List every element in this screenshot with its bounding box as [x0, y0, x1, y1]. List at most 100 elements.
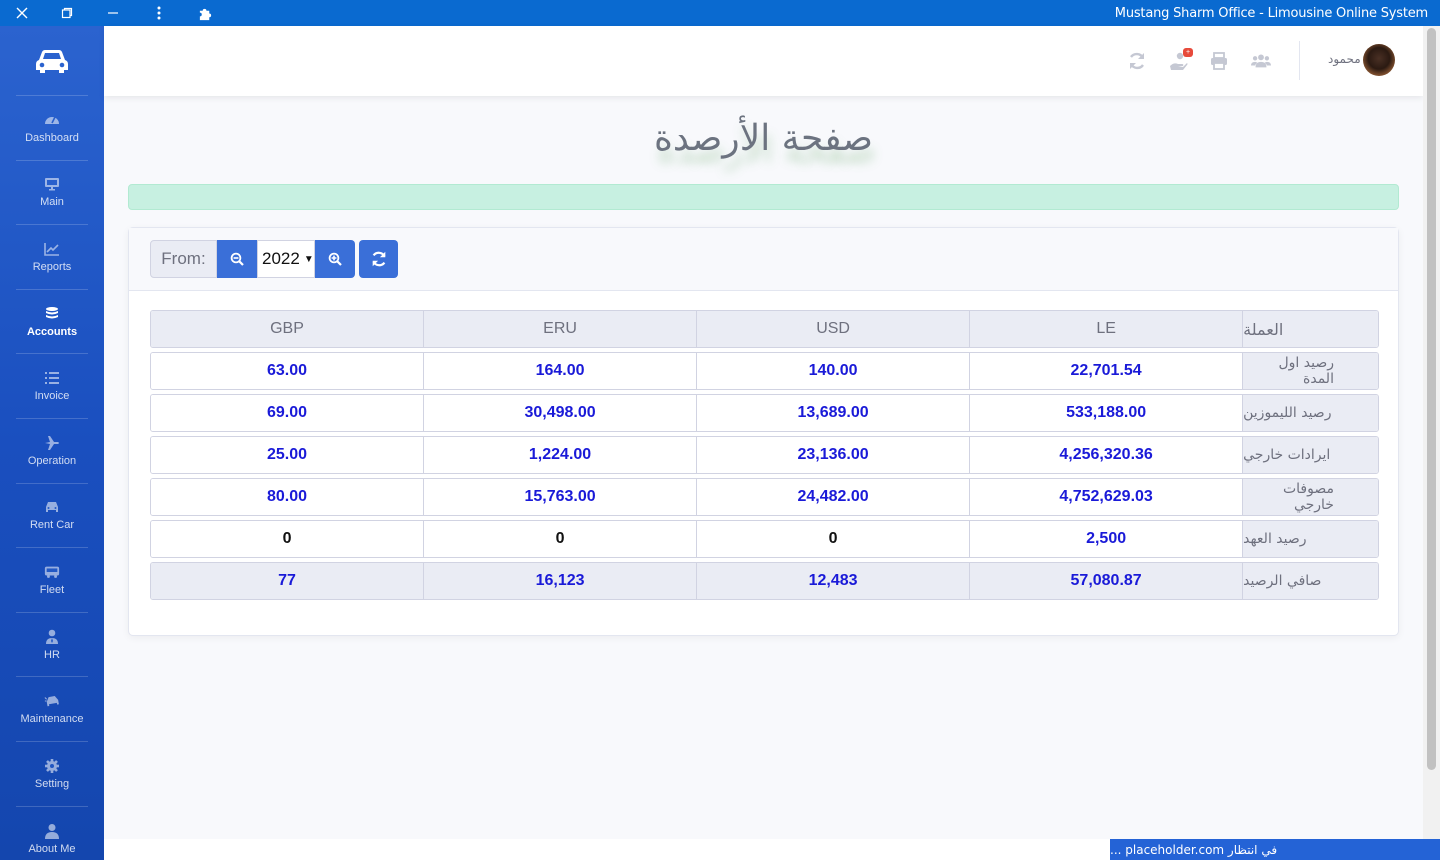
column-header: العملة: [1243, 311, 1378, 347]
sidebar-item-dashboard[interactable]: Dashboard: [16, 96, 88, 161]
sidebar-item-label: Rent Car: [29, 519, 75, 532]
table-cell-le: 533,188.00: [970, 395, 1244, 431]
sidebar-item-setting[interactable]: Setting: [16, 742, 88, 807]
table-row: 63.00 164.00 140.00 22,701.54 رصيد اول ا…: [150, 352, 1379, 390]
table-cell-eru: 30,498.00: [424, 395, 698, 431]
user-icon: [45, 823, 59, 839]
sidebar-item-operation[interactable]: Operation: [16, 419, 88, 484]
sidebar-item-label: Operation: [27, 454, 77, 467]
tachometer-icon: [45, 116, 59, 124]
row-label: صافي الرصيد: [1243, 563, 1378, 599]
kebab-menu-icon[interactable]: [136, 0, 182, 26]
scrollbar-thumb[interactable]: [1427, 28, 1436, 770]
table-cell-usd: 12,483: [697, 563, 971, 599]
users-group-icon[interactable]: [1251, 51, 1271, 71]
table-cell-usd: 0: [697, 521, 971, 557]
chart-line-icon: [44, 242, 59, 256]
minimize-icon[interactable]: [90, 0, 136, 26]
sidebar-item-about-me[interactable]: About Me: [16, 807, 88, 860]
sidebar-item-rent-car[interactable]: Rent Car: [16, 484, 88, 549]
column-header: LE: [970, 311, 1244, 347]
balances-card: From: 2022 ▼ GBP ERU USD LE العملة 63.00…: [128, 227, 1399, 636]
table-cell-le: 22,701.54: [970, 353, 1244, 389]
sidebar-item-label: HR: [44, 648, 60, 661]
chevron-down-icon: ▼: [303, 253, 314, 265]
sidebar-item-label: Setting: [34, 777, 70, 790]
sidebar-item-fleet[interactable]: Fleet: [16, 548, 88, 613]
table-cell-eru: 0: [424, 521, 698, 557]
sidebar-item-reports[interactable]: Reports: [16, 225, 88, 290]
sidebar-item-label: Fleet: [39, 583, 65, 596]
card-header: From: 2022 ▼: [129, 228, 1398, 291]
sidebar-item-main[interactable]: Main: [16, 161, 88, 226]
desktop-icon: [45, 178, 59, 191]
print-icon[interactable]: [1209, 51, 1229, 71]
from-label: From:: [150, 240, 217, 278]
column-header: GBP: [151, 311, 425, 347]
vertical-scrollbar[interactable]: [1423, 26, 1440, 839]
alert-bar: [128, 184, 1399, 210]
sidebar-item-hr[interactable]: HR: [16, 613, 88, 678]
sidebar-item-label: Main: [40, 196, 64, 209]
cog-icon: [45, 758, 59, 773]
year-select[interactable]: 2022 ▼: [257, 240, 315, 278]
user-tie-icon: [46, 629, 58, 644]
table-row: 69.00 30,498.00 13,689.00 533,188.00 رصي…: [150, 394, 1379, 432]
avatar[interactable]: [1363, 44, 1395, 76]
table-cell-gbp: 69.00: [151, 395, 425, 431]
sidebar-item-label: Reports: [32, 260, 72, 273]
table-row: 80.00 15,763.00 24,482.00 4,752,629.03 م…: [150, 478, 1379, 516]
previous-year-button[interactable]: [217, 240, 257, 278]
user-requests-icon[interactable]: +: [1169, 48, 1193, 71]
sidebar-item-label: Invoice: [34, 390, 70, 403]
table-cell-le: 57,080.87: [970, 563, 1244, 599]
table-cell-usd: 23,136.00: [697, 437, 971, 473]
table-cell-gbp: 63.00: [151, 353, 425, 389]
brand-logo[interactable]: [16, 26, 88, 96]
close-icon[interactable]: [0, 0, 44, 26]
sync-icon: [372, 251, 385, 267]
topbar-divider: [1299, 41, 1300, 80]
sidebar-item-label: Dashboard: [25, 131, 79, 144]
sidebar-item-label: Accounts: [26, 325, 78, 338]
page-title: صفحة الأرصدة: [653, 118, 873, 159]
puzzle-extension-icon[interactable]: [182, 0, 228, 26]
table-total-row: 77 16,123 12,483 57,080.87 صافي الرصيد: [150, 562, 1379, 600]
sync-icon[interactable]: [1127, 51, 1147, 71]
sidebar-item-invoice[interactable]: Invoice: [16, 354, 88, 419]
table-cell-usd: 24,482.00: [697, 479, 971, 515]
restore-icon[interactable]: [44, 0, 90, 26]
table-cell-eru: 16,123: [424, 563, 698, 599]
table-cell-gbp: 25.00: [151, 437, 425, 473]
table-cell-usd: 140.00: [697, 353, 971, 389]
column-header: ERU: [424, 311, 698, 347]
table-cell-le: 4,752,629.03: [970, 479, 1244, 515]
next-year-button[interactable]: [315, 240, 355, 278]
sidebar-item-accounts[interactable]: Accounts: [16, 290, 88, 355]
row-label: رصيد اول المدة: [1243, 353, 1378, 389]
table-cell-eru: 15,763.00: [424, 479, 698, 515]
topbar: + محمود: [104, 26, 1423, 96]
row-label: ايرادات خارجي: [1243, 437, 1378, 473]
status-bar: في انتظار placeholder.com ...: [1110, 839, 1440, 860]
notification-badge: +: [1183, 48, 1193, 57]
car-icon: [46, 502, 58, 513]
sidebar-item-maintenance[interactable]: Maintenance: [16, 677, 88, 742]
row-label: رصيد الليموزين: [1243, 395, 1378, 431]
refresh-button[interactable]: [359, 240, 398, 278]
coins-icon: [46, 306, 58, 319]
list-icon: [45, 372, 59, 385]
table-cell-gbp: 0: [151, 521, 425, 557]
table-cell-gbp: 80.00: [151, 479, 425, 515]
window-title: Mustang Sharm Office - Limousine Online …: [1114, 5, 1428, 21]
table-header-row: GBP ERU USD LE العملة: [150, 310, 1379, 348]
sidebar-item-label: Maintenance: [20, 713, 84, 726]
table-cell-eru: 164.00: [424, 353, 698, 389]
table-row: 0 0 0 2,500 رصيد العهد: [150, 520, 1379, 558]
table-cell-eru: 1,224.00: [424, 437, 698, 473]
plane-icon: [45, 435, 59, 450]
year-select-value: 2022: [262, 249, 300, 268]
user-name[interactable]: محمود: [1328, 52, 1361, 66]
table-row: 25.00 1,224.00 23,136.00 4,256,320.36 اي…: [150, 436, 1379, 474]
car-icon: [36, 49, 68, 73]
